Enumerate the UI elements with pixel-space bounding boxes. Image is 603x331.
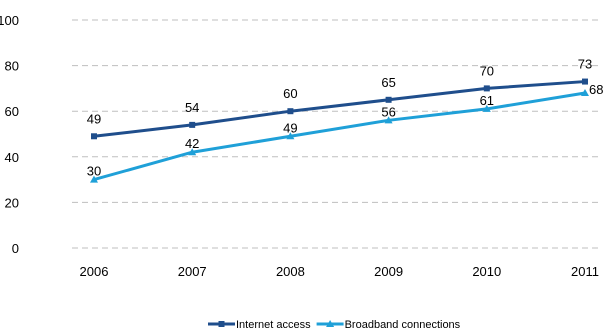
data-point [384,116,393,124]
y-tick-label: 60 [5,104,19,119]
data-label: 49 [283,120,297,135]
data-label: 56 [381,104,395,119]
x-tick-label: 2011 [571,264,599,279]
data-label: 73 [578,57,592,72]
x-tick-label: 2010 [472,264,501,279]
y-tick-label: 0 [12,241,19,256]
data-point [189,121,196,128]
data-labels: 49 54 60 65 70 73 30 42 49 56 61 68 [87,57,603,179]
series-lines [90,78,589,183]
x-tick-label: 2009 [374,264,403,279]
legend-label: Broadband connections [345,319,461,331]
data-point [188,148,197,156]
gridlines [72,19,600,249]
data-point [286,132,295,140]
series-line-1 [93,80,586,138]
data-label: 54 [185,100,199,115]
data-label: 65 [381,75,395,90]
y-tick-label: 100 [0,13,19,28]
x-tick-label: 2007 [178,264,207,279]
data-point [482,104,491,112]
data-point [90,175,98,183]
data-label: 61 [480,93,494,108]
data-point [581,88,589,96]
y-axis: 0 20 40 60 80 100 [0,13,19,256]
data-label: 30 [87,164,101,179]
y-tick-label: 20 [5,195,19,210]
legend-marker [326,320,335,327]
data-point [582,78,588,85]
x-axis: 2006 2007 2008 2009 2010 2011 [80,264,599,279]
legend-marker [218,321,225,327]
data-label: 49 [87,111,101,126]
x-tick-label: 2006 [80,264,109,279]
data-point [483,85,490,92]
data-label: 42 [185,136,199,151]
legend-label: Internet access [236,319,311,331]
x-tick-label: 2008 [276,264,305,279]
data-point [287,108,294,115]
series-line-2 [93,91,586,182]
legend: Internet access Broadband connections [208,319,461,331]
data-label: 68 [589,82,603,97]
y-tick-label: 40 [5,150,19,165]
y-tick-label: 80 [5,59,19,74]
data-point [385,96,392,103]
data-label: 70 [480,63,494,78]
data-point [91,133,97,140]
data-label: 60 [283,86,297,101]
